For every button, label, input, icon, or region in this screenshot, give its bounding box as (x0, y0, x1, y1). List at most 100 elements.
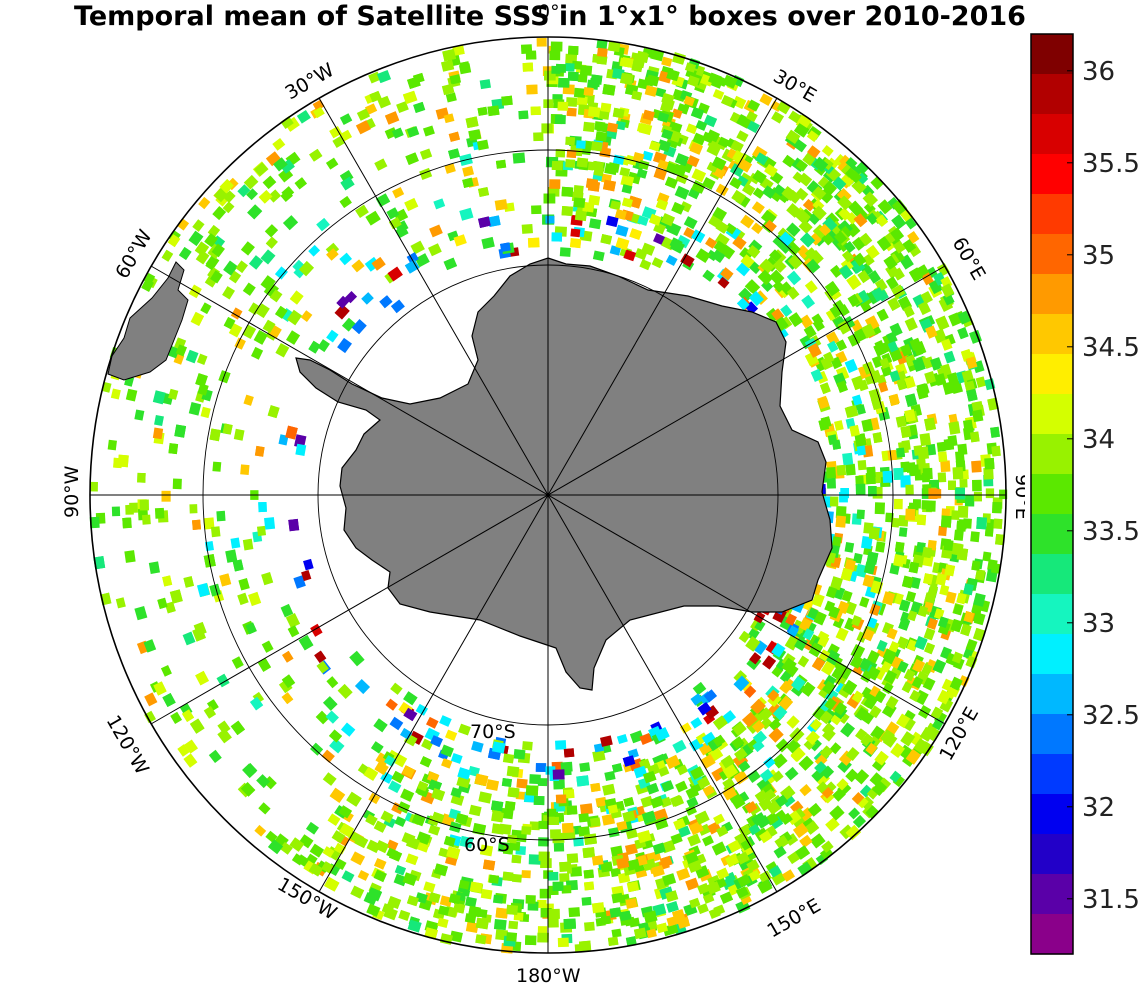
sss-cell (939, 584, 950, 596)
sss-cell (785, 613, 797, 626)
sss-cell (706, 881, 721, 895)
sss-cell (373, 820, 387, 833)
sss-cell (848, 807, 861, 820)
sss-cell (506, 904, 519, 915)
sss-cell (891, 214, 907, 230)
sss-cell (932, 659, 947, 674)
sss-cell (437, 917, 449, 928)
sss-cell (847, 294, 861, 307)
sss-cell (940, 515, 952, 528)
sss-cell (559, 873, 570, 882)
sss-cell (495, 159, 507, 169)
sss-cell (476, 139, 489, 151)
sss-cell (344, 291, 358, 304)
sss-cell (731, 795, 746, 810)
sss-cell (992, 501, 1002, 514)
sss-cell (888, 641, 900, 653)
sss-cell (758, 870, 772, 884)
sss-cell (972, 479, 982, 492)
sss-cell (192, 626, 206, 642)
sss-cell (457, 767, 471, 780)
colorbar-band (1031, 474, 1073, 515)
sss-cell (356, 108, 371, 121)
sss-cell (814, 761, 827, 774)
sss-cell (713, 240, 728, 254)
label-lon-90w: 90°W (61, 465, 83, 518)
sss-cell (880, 729, 895, 745)
sss-cell (819, 223, 832, 236)
sss-cell (578, 826, 591, 837)
sss-cell (851, 792, 865, 805)
sss-cell (897, 660, 909, 673)
sss-cell (654, 727, 670, 742)
sss-cell (925, 443, 937, 456)
sss-cell (591, 141, 603, 152)
sss-cell (218, 370, 231, 384)
sss-cell (856, 445, 867, 456)
colorbar-tick-label: 34.5 (1082, 333, 1140, 363)
sss-cell (866, 466, 876, 478)
sss-cell (785, 738, 801, 754)
sss-cell (188, 230, 204, 247)
sss-cell (438, 905, 450, 916)
sss-cell (825, 308, 838, 321)
sss-cell (722, 777, 735, 790)
sss-cell (581, 896, 592, 906)
sss-cell (207, 266, 221, 281)
colorbar-tick-label: 33 (1082, 609, 1115, 639)
label-lon-30e: 30°E (770, 65, 821, 107)
sss-cell (583, 881, 595, 891)
sss-cell (516, 778, 528, 789)
sss-cell (591, 855, 604, 866)
sss-cell (971, 460, 982, 473)
sss-cell (873, 342, 887, 357)
sss-cell (780, 304, 793, 318)
sss-cell (849, 424, 860, 437)
sss-cell (440, 59, 455, 72)
sss-cell (341, 317, 356, 332)
sss-cell (738, 760, 751, 773)
sss-cell (717, 136, 730, 148)
sss-cell (550, 829, 561, 839)
colorbar-band (1031, 834, 1073, 875)
sss-cell (689, 142, 704, 155)
sss-cell (509, 841, 521, 851)
sss-cell (366, 903, 381, 917)
sss-cell (836, 464, 847, 476)
sss-cell (756, 777, 772, 793)
sss-cell (882, 591, 896, 606)
sss-cell (632, 151, 645, 163)
sss-cell (956, 547, 969, 561)
sss-cell (254, 445, 265, 457)
sss-cell (869, 705, 882, 719)
sss-cell (620, 72, 634, 86)
sss-cell (561, 885, 572, 894)
sss-cell (661, 56, 673, 67)
sss-cell (371, 256, 386, 271)
sss-cell (260, 275, 276, 291)
sss-cell (866, 551, 879, 565)
sss-cell (937, 689, 952, 705)
sss-cell (953, 529, 964, 541)
sss-cell (735, 886, 749, 899)
colorbar-band (1031, 514, 1073, 555)
sss-cell (736, 851, 750, 865)
sss-cell (793, 822, 809, 838)
sss-cell (841, 590, 853, 603)
sss-cell (651, 257, 664, 269)
sss-cell (278, 167, 294, 183)
sss-cell (444, 163, 456, 174)
sss-cell (771, 770, 784, 783)
sss-cell (197, 383, 209, 396)
sss-cell (683, 95, 695, 107)
sss-cell (675, 153, 689, 167)
sss-cell (194, 241, 210, 257)
sss-cell (733, 770, 749, 785)
sss-cell (248, 302, 261, 315)
sss-cell (826, 477, 836, 489)
sss-cell (448, 893, 461, 905)
sss-cell (449, 930, 463, 943)
sss-cell (883, 669, 898, 685)
sss-cell (506, 765, 520, 778)
sss-cell (433, 863, 449, 877)
